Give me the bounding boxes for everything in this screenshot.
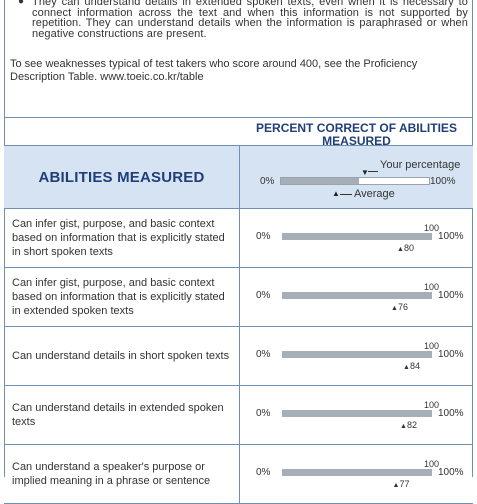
table-row: Can infer gist, purpose, and basic conte… [4,209,473,268]
abilities-header-cell: ABILITIES MEASURED [4,146,240,208]
average-label: Average [354,188,395,200]
hundred-tick-label: 100 [424,341,440,351]
report-frame [4,0,473,477]
percent-header-cell: PERCENT CORRECT OF ABILITIES MEASURED ▼ … [240,122,473,208]
average-marker: ▲77 [393,479,410,489]
table-header: ABILITIES MEASURED PERCENT CORRECT OF AB… [4,122,473,209]
zero-label: 0% [256,290,271,301]
ability-cell: Can understand details in short spoken t… [4,327,240,385]
average-value: 80 [403,243,414,253]
ability-text: Can understand a speaker's purpose or im… [12,461,211,487]
legend-hundred-label: 100% [430,176,456,187]
hundred-label: 100% [438,231,464,242]
zero-label: 0% [256,231,271,242]
score-bar [282,233,432,240]
score-bar [282,469,432,476]
ability-cell: Can understand a speaker's purpose or im… [4,445,240,503]
zero-label: 0% [256,408,271,419]
bullet-text: They can understand details in extended … [32,0,468,40]
hundred-label: 100% [438,349,464,360]
score-cell: 0% 100 100% ▲76 [240,268,473,326]
average-value: 84 [409,361,420,371]
average-marker: ▲84 [403,361,420,371]
score-cell: 0% 100 100% ▲77 [240,445,473,503]
legend-bar [280,177,430,185]
bullet-dot-icon: ● [18,0,25,7]
your-percentage-label: Your percentage [380,159,461,171]
average-triangle-icon: ▲ [400,423,407,430]
legend-bar-fill [281,178,360,184]
average-marker: ▲80 [397,243,414,253]
hundred-label: 100% [438,467,464,478]
ability-text: Can infer gist, purpose, and basic conte… [12,218,225,258]
hundred-tick-label: 100 [424,282,440,292]
section-divider [4,117,473,118]
your-percentage-arrow-line [368,171,378,172]
average-marker-icon: ▲ [332,189,340,198]
average-marker: ▲82 [400,420,417,430]
ability-text: Can infer gist, purpose, and basic conte… [12,277,225,317]
average-triangle-icon: ▲ [391,305,398,312]
abilities-table: ABILITIES MEASURED PERCENT CORRECT OF AB… [4,122,473,504]
score-cell: 0% 100 100% ▲84 [240,327,473,385]
hundred-label: 100% [438,290,464,301]
bullet-item: ● They can understand details in extende… [10,0,468,39]
ability-cell: Can infer gist, purpose, and basic conte… [4,268,240,326]
ability-cell: Can understand details in extended spoke… [4,386,240,444]
hundred-tick-label: 100 [424,459,440,469]
average-triangle-icon: ▲ [397,246,404,253]
ability-text: Can understand details in short spoken t… [12,350,230,362]
table-row: Can understand details in short spoken t… [4,327,473,386]
percent-title: PERCENT CORRECT OF ABILITIES MEASURED [256,121,457,148]
score-bar [282,410,432,417]
score-cell: 0% 100 100% ▲80 [240,209,473,267]
hundred-tick-label: 100 [424,400,440,410]
score-cell: 0% 100 100% ▲82 [240,386,473,444]
abilities-title: ABILITIES MEASURED [38,168,205,186]
legend-zero-label: 0% [260,176,275,187]
average-marker: ▲76 [391,302,408,312]
hundred-tick-label: 100 [424,223,440,233]
score-bar [282,351,432,358]
table-row: Can understand details in extended spoke… [4,386,473,445]
table-row: Can infer gist, purpose, and basic conte… [4,268,473,327]
average-value: 76 [397,302,408,312]
ability-text: Can understand details in extended spoke… [12,402,224,428]
your-percentage-marker-icon: ▼ [361,168,369,177]
score-bar [282,292,432,299]
weakness-note: To see weaknesses typical of test takers… [10,58,418,83]
average-value: 82 [406,420,417,430]
average-triangle-icon: ▲ [403,364,410,371]
intro-block: ● They can understand details in extende… [10,0,468,39]
average-value: 77 [399,479,410,489]
zero-label: 0% [256,467,271,478]
table-row: Can understand a speaker's purpose or im… [4,445,473,504]
average-triangle-icon: ▲ [392,482,400,489]
zero-label: 0% [256,349,271,360]
hundred-label: 100% [438,408,464,419]
average-arrow-line [340,194,352,195]
ability-cell: Can infer gist, purpose, and basic conte… [4,209,240,267]
